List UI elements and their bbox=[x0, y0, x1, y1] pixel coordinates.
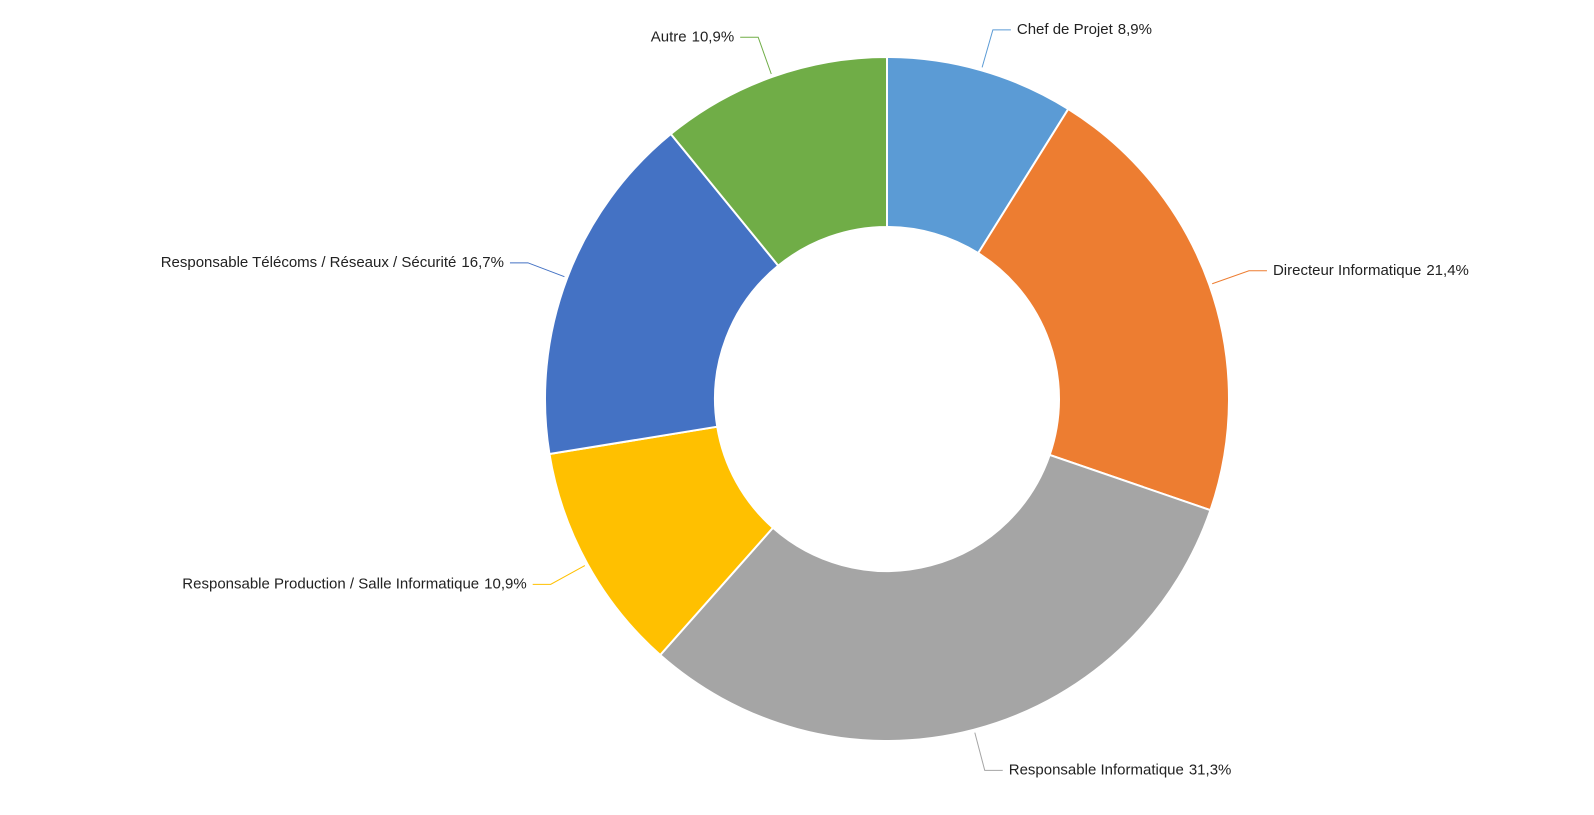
leader-line bbox=[740, 36, 772, 75]
leader-line bbox=[509, 262, 565, 278]
value-label: 10,9% bbox=[692, 28, 735, 45]
slice bbox=[548, 425, 775, 657]
data-label: Chef de Projet 8,9% bbox=[1017, 21, 1152, 38]
leader-line bbox=[974, 732, 1003, 771]
category-name: Responsable Production / Salle Informati… bbox=[182, 575, 479, 592]
leader-line bbox=[981, 29, 1011, 68]
value-label: 16,7% bbox=[461, 254, 504, 271]
slice bbox=[976, 107, 1230, 512]
value-label: 10,9% bbox=[484, 575, 527, 592]
category-name: Autre bbox=[651, 28, 687, 45]
category-name: Responsable Télécoms / Réseaux / Sécurit… bbox=[161, 254, 457, 271]
leader-line bbox=[532, 565, 586, 585]
category-name: Chef de Projet bbox=[1017, 21, 1114, 38]
value-label: 31,3% bbox=[1189, 761, 1232, 778]
leader-line bbox=[1212, 270, 1267, 285]
data-label: Responsable Production / Salle Informati… bbox=[182, 575, 526, 592]
slice bbox=[669, 55, 888, 268]
value-label: 21,4% bbox=[1426, 262, 1469, 279]
slice bbox=[658, 453, 1212, 742]
data-label: Directeur Informatique 21,4% bbox=[1273, 262, 1469, 279]
slice bbox=[544, 132, 780, 456]
data-label: Responsable Informatique 31,3% bbox=[1009, 761, 1232, 778]
category-name: Directeur Informatique bbox=[1273, 262, 1421, 279]
category-name: Responsable Informatique bbox=[1009, 761, 1184, 778]
data-label: Autre 10,9% bbox=[651, 28, 734, 45]
value-label: 8,9% bbox=[1118, 21, 1152, 38]
data-label: Responsable Télécoms / Réseaux / Sécurit… bbox=[161, 254, 504, 271]
